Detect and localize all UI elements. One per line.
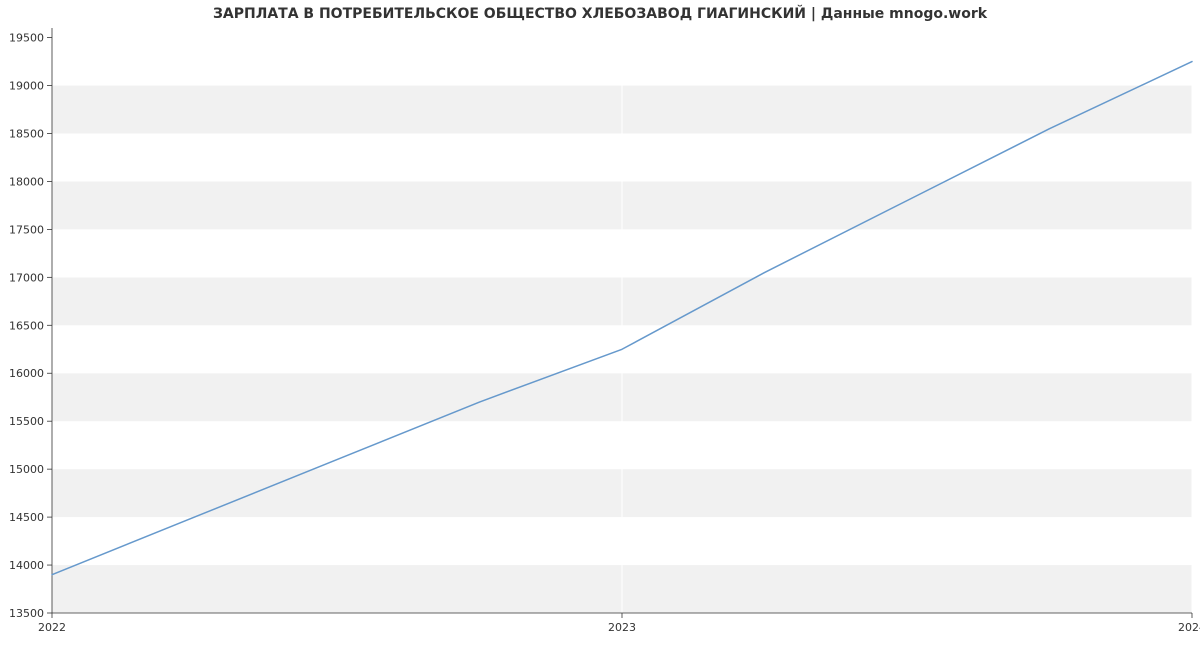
- y-tick-label: 14500: [9, 511, 44, 524]
- y-tick-label: 19000: [9, 80, 44, 93]
- y-tick-label: 13500: [9, 607, 44, 620]
- x-tick-label: 2024: [1178, 621, 1200, 634]
- chart-title: ЗАРПЛАТА В ПОТРЕБИТЕЛЬСКОЕ ОБЩЕСТВО ХЛЕБ…: [0, 6, 1200, 22]
- y-tick-label: 19500: [9, 32, 44, 45]
- salary-chart: ЗАРПЛАТА В ПОТРЕБИТЕЛЬСКОЕ ОБЩЕСТВО ХЛЕБ…: [0, 0, 1200, 650]
- y-tick-label: 17000: [9, 271, 44, 284]
- y-tick-label: 17500: [9, 223, 44, 236]
- y-tick-label: 18500: [9, 127, 44, 140]
- y-tick-label: 18000: [9, 175, 44, 188]
- x-tick-label: 2022: [38, 621, 66, 634]
- y-tick-label: 16500: [9, 319, 44, 332]
- x-tick-label: 2023: [608, 621, 636, 634]
- y-tick-label: 15000: [9, 463, 44, 476]
- y-tick-label: 15500: [9, 415, 44, 428]
- chart-svg: 13500 14000 14500 15000 15500 16000 16500 17000…: [0, 0, 1200, 650]
- y-tick-label: 14000: [9, 559, 44, 572]
- y-tick-label: 16000: [9, 367, 44, 380]
